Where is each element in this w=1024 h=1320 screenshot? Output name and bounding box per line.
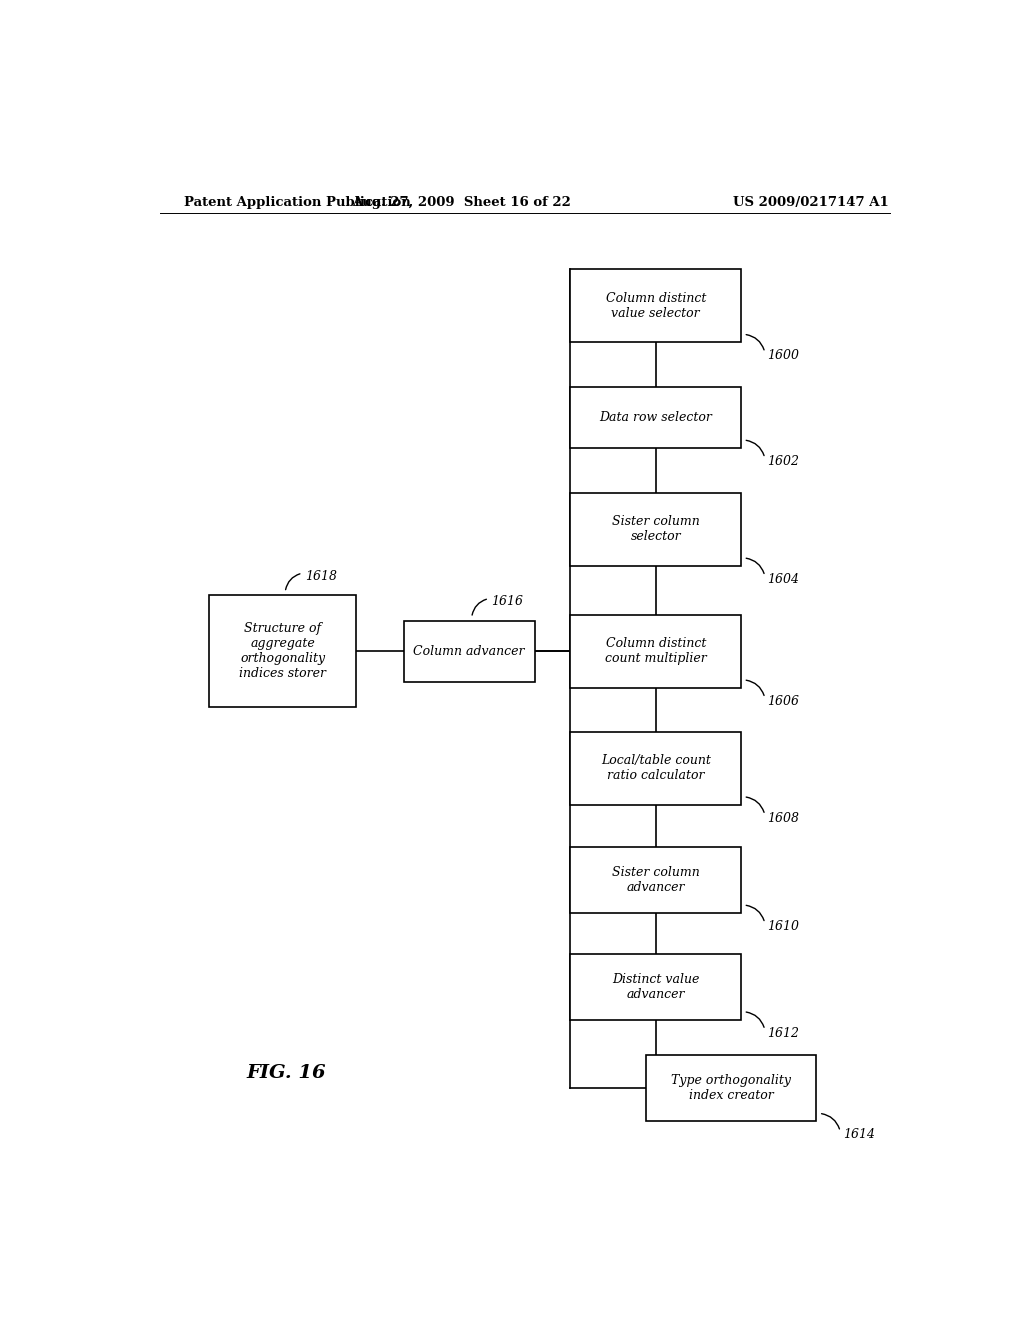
Text: 1600: 1600 bbox=[767, 348, 800, 362]
Text: 1616: 1616 bbox=[492, 595, 523, 609]
Text: 1604: 1604 bbox=[767, 573, 800, 586]
Bar bbox=[570, 615, 741, 688]
Text: 1612: 1612 bbox=[767, 1027, 800, 1040]
Text: Type orthogonality
index creator: Type orthogonality index creator bbox=[671, 1074, 792, 1102]
Text: FIG. 16: FIG. 16 bbox=[247, 1064, 327, 1082]
Text: Column advancer: Column advancer bbox=[414, 645, 525, 657]
Text: Aug. 27, 2009  Sheet 16 of 22: Aug. 27, 2009 Sheet 16 of 22 bbox=[352, 195, 570, 209]
Text: Sister column
selector: Sister column selector bbox=[612, 515, 699, 544]
Text: Column distinct
value selector: Column distinct value selector bbox=[605, 292, 706, 319]
Text: Sister column
advancer: Sister column advancer bbox=[612, 866, 699, 894]
Text: US 2009/0217147 A1: US 2009/0217147 A1 bbox=[732, 195, 889, 209]
Text: 1602: 1602 bbox=[767, 455, 800, 467]
Text: 1618: 1618 bbox=[305, 570, 337, 582]
Bar bbox=[209, 595, 356, 708]
Bar bbox=[646, 1056, 816, 1122]
Bar bbox=[570, 269, 741, 342]
Bar bbox=[570, 954, 741, 1020]
Text: Data row selector: Data row selector bbox=[599, 411, 712, 424]
Text: 1614: 1614 bbox=[843, 1129, 874, 1142]
Bar bbox=[570, 847, 741, 913]
Bar bbox=[570, 731, 741, 805]
Text: 1606: 1606 bbox=[767, 694, 800, 708]
Text: Structure of
aggregate
orthogonality
indices storer: Structure of aggregate orthogonality ind… bbox=[240, 622, 327, 680]
Text: Distinct value
advancer: Distinct value advancer bbox=[612, 973, 699, 1001]
Bar bbox=[403, 620, 535, 682]
Text: Column distinct
count multiplier: Column distinct count multiplier bbox=[605, 638, 707, 665]
Text: Patent Application Publication: Patent Application Publication bbox=[183, 195, 411, 209]
Text: 1610: 1610 bbox=[767, 920, 800, 933]
Bar bbox=[570, 387, 741, 447]
Text: Local/table count
ratio calculator: Local/table count ratio calculator bbox=[601, 754, 711, 783]
Text: 1608: 1608 bbox=[767, 812, 800, 825]
Bar bbox=[570, 492, 741, 566]
